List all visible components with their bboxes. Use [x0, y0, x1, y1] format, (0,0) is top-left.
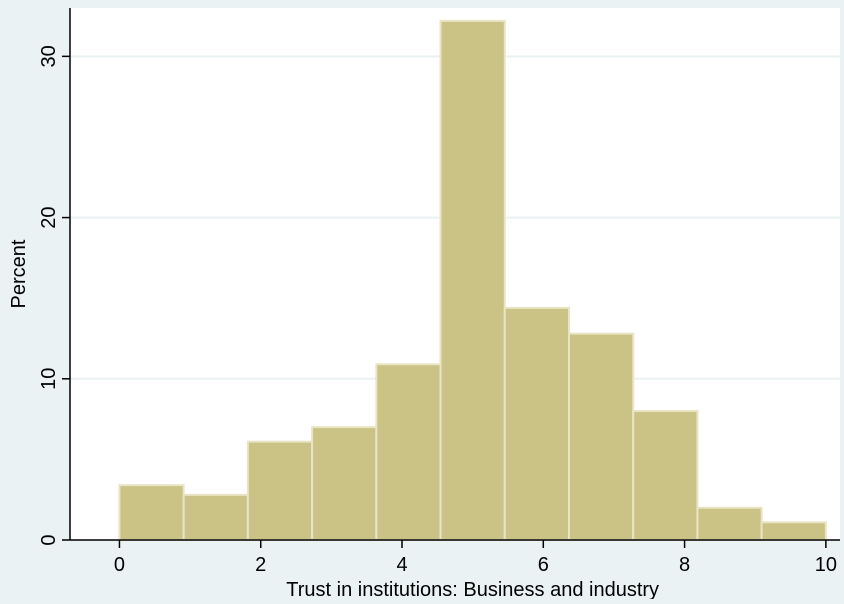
- x-tick-label: 8: [679, 554, 690, 576]
- y-tick-label: 20: [38, 206, 60, 228]
- y-axis-title: Percent: [8, 239, 30, 308]
- histogram-bar: [632, 410, 699, 541]
- histogram-bar: [439, 19, 506, 541]
- histogram-bar: [246, 440, 314, 542]
- histogram-bar: [182, 493, 249, 541]
- tick-marks-and-labels: 0 2 4 6 8 10 0 10 20 30: [38, 45, 837, 576]
- histogram-bar: [696, 506, 763, 541]
- y-tick-label: 0: [38, 534, 60, 545]
- histogram-bar: [375, 363, 442, 541]
- y-tick-label: 30: [38, 45, 60, 67]
- histogram-bar: [760, 521, 827, 541]
- x-tick-label: 2: [255, 554, 266, 576]
- histogram-bars: [118, 19, 827, 542]
- x-tick-label: 6: [538, 554, 549, 576]
- histogram-bar: [311, 426, 378, 542]
- histogram-bar: [503, 306, 570, 542]
- histogram-bar: [567, 332, 635, 542]
- x-tick-label: 0: [114, 554, 125, 576]
- histogram-bar: [118, 484, 185, 541]
- x-tick-label: 4: [396, 554, 407, 576]
- x-axis-title: Trust in institutions: Business and indu…: [286, 579, 659, 599]
- x-tick-label: 10: [815, 554, 837, 576]
- axes: [69, 8, 840, 541]
- y-tick-label: 10: [38, 368, 60, 390]
